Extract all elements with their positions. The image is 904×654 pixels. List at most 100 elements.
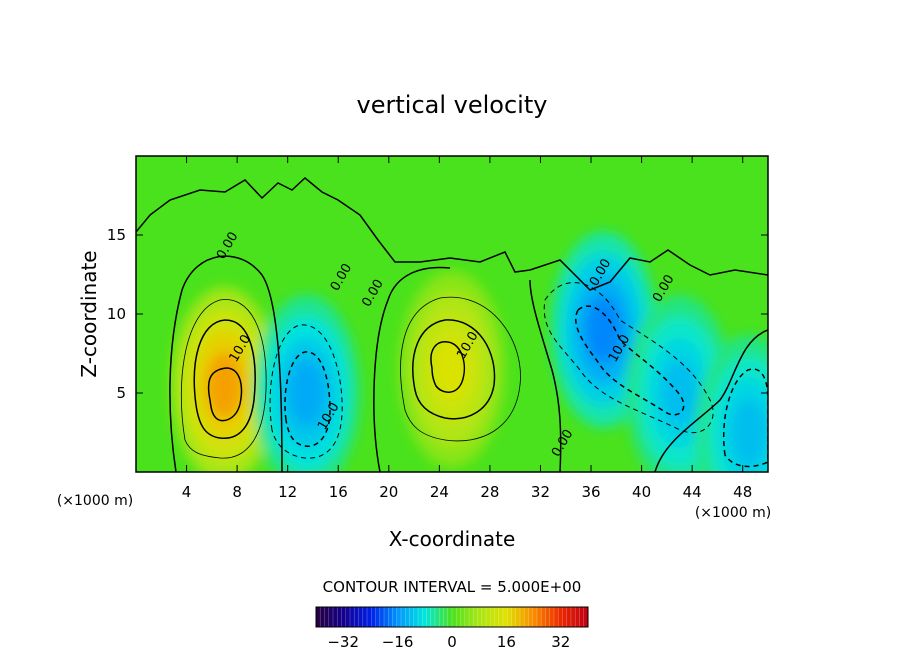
colorbar-cell (371, 607, 376, 627)
colorbar-cell (494, 607, 500, 627)
colorbar-cell (498, 607, 504, 627)
colorbar-cell (481, 607, 487, 627)
colorbar-cell (532, 607, 538, 627)
colorbar-cell (503, 607, 508, 627)
updraft1-contour-outer (180, 299, 267, 459)
zero-contour-top (136, 177, 768, 291)
colorbar-cell (452, 607, 457, 627)
colorbar-cell (447, 607, 453, 627)
x-axis-label: X-coordinate (389, 527, 516, 551)
colorbar-cell (443, 607, 449, 627)
updraft2-contour-outer (400, 296, 521, 442)
colorbar-cell (515, 607, 521, 627)
colorbar-cell (337, 607, 342, 627)
velocity-field (171, 231, 768, 472)
field-blob-downdraft (730, 399, 768, 466)
y-tick-label: 10 (107, 305, 126, 323)
colorbar-cell (409, 607, 415, 627)
colorbar-cell (583, 607, 589, 627)
colorbar-tick-label: 32 (551, 633, 570, 651)
x-tick-label: 4 (182, 483, 192, 501)
field-blob-downdraft (288, 359, 325, 427)
colorbar-cell (422, 607, 427, 627)
y-tick-label: 5 (116, 384, 126, 402)
colorbar-cell (571, 607, 576, 627)
colorbar-frame (315, 606, 589, 628)
zero-contour-4 (654, 329, 768, 472)
x-unit-label-right: (×1000 m) (695, 505, 771, 521)
colorbar-cell (541, 607, 546, 627)
colorbar-cell (379, 607, 385, 627)
colorbar-tick-label: −16 (382, 633, 414, 651)
colorbar-cell (456, 607, 461, 627)
x-tick-label: 16 (329, 483, 348, 501)
x-tick-label: 36 (581, 483, 600, 501)
zero-contour-1 (169, 255, 283, 472)
x-unit-label-left: (×1000 m) (57, 493, 133, 509)
x-tick-label: 12 (278, 483, 297, 501)
zero-contour-2 (373, 266, 451, 472)
downdraft2-contour-10 (575, 305, 685, 416)
colorbar-cell (384, 607, 389, 627)
zero-contour-3 (529, 279, 562, 472)
colorbar-cell (549, 607, 555, 627)
colorbar-cell (413, 607, 419, 627)
colorbar: −32 −16 0 16 32 (315, 606, 589, 651)
colorbar-cell (354, 607, 359, 627)
colorbar-cell (401, 607, 406, 627)
colorbar-cell (333, 607, 338, 627)
colorbar-cell (473, 607, 478, 627)
colorbar-cell (537, 607, 542, 627)
colorbar-cell (558, 607, 563, 627)
colorbar-cell (316, 607, 321, 627)
updraft1-contour-10 (193, 319, 256, 440)
colorbar-cell (575, 607, 580, 627)
colorbar-cell (426, 607, 432, 627)
colorbar-cell (545, 607, 551, 627)
colorbar-cell (341, 607, 347, 627)
y-tick-label: 15 (107, 226, 126, 244)
x-tick-label: 24 (430, 483, 449, 501)
x-tick-label: 40 (632, 483, 651, 501)
contour-interval-text: CONTOUR INTERVAL = 5.000E+00 (323, 578, 582, 596)
updraft2-contour-15 (430, 341, 466, 393)
x-tick-label: 48 (733, 483, 752, 501)
colorbar-cell (328, 607, 334, 627)
field-blob-downdraft (585, 296, 622, 364)
colorbar-cell (566, 607, 572, 627)
colorbar-tick-label: 0 (447, 633, 457, 651)
x-tick-label: 44 (683, 483, 702, 501)
x-tick-label: 32 (531, 483, 550, 501)
colorbar-cell (388, 607, 393, 627)
colorbar-cell (392, 607, 398, 627)
colorbar-cell (375, 607, 381, 627)
colorbar-cell (562, 607, 568, 627)
contour-lines (136, 177, 768, 472)
colorbar-cell (528, 607, 534, 627)
x-tick-label: 20 (379, 483, 398, 501)
chart-title: vertical velocity (357, 91, 548, 119)
colorbar-cell (435, 607, 440, 627)
colorbar-cell (469, 607, 474, 627)
colorbar-cell (324, 607, 330, 627)
colorbar-cell (554, 607, 559, 627)
updraft2-contour-10 (412, 319, 496, 420)
colorbar-cell (430, 607, 436, 627)
colorbar-cell (511, 607, 517, 627)
colorbar-cell (350, 607, 355, 627)
colorbar-cell (367, 607, 372, 627)
x-tick-label: 8 (232, 483, 242, 501)
colorbar-cell (320, 607, 325, 627)
colorbar-cell (477, 607, 483, 627)
colorbar-cell (524, 607, 529, 627)
downdraft3-contour (722, 368, 768, 468)
colorbar-cell (490, 607, 495, 627)
colorbar-tick-label: 16 (497, 633, 516, 651)
colorbar-cell (579, 607, 585, 627)
field-blob-updraft (206, 351, 243, 419)
colorbar-cell (405, 607, 410, 627)
colorbar-cell (345, 607, 351, 627)
updraft1-contour-20 (207, 367, 243, 422)
